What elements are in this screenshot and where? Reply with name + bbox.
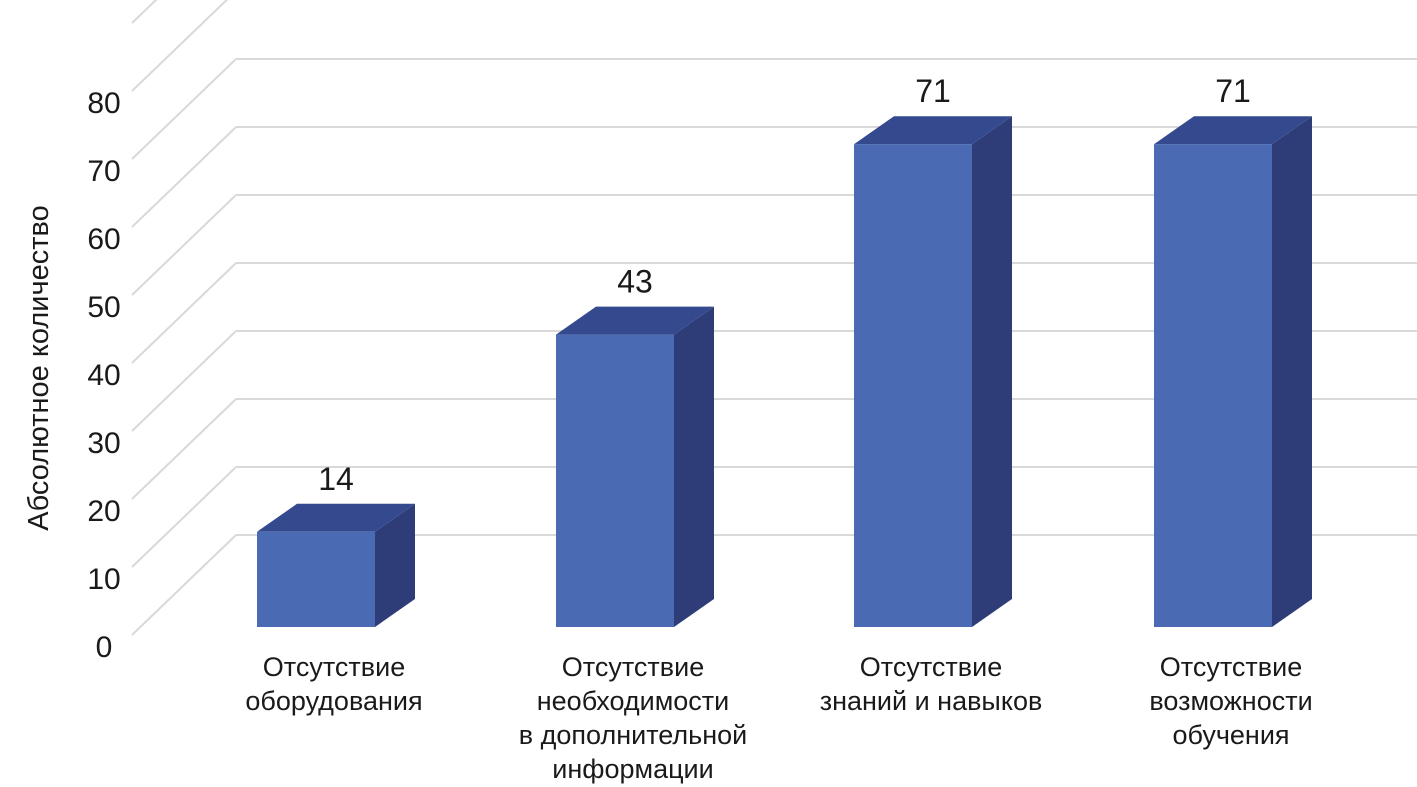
data-label: 71 [915, 73, 951, 109]
gridline-side [131, 0, 158, 24]
category-label: обучения [1172, 720, 1289, 750]
data-label: 71 [1215, 73, 1251, 109]
bar [257, 503, 415, 627]
bar-side [1272, 116, 1312, 627]
y-tick-label: 10 [87, 563, 120, 596]
category-label: Отсутствие [860, 652, 1002, 682]
category-label: в дополнительной [519, 720, 747, 750]
category-label: информации [552, 754, 713, 784]
y-tick-label: 30 [87, 427, 120, 460]
y-tick-label: 20 [87, 495, 120, 528]
bar-side [674, 306, 714, 627]
category-label: Отсутствие [1160, 652, 1302, 682]
y-tick-label: 0 [96, 631, 113, 664]
gridline-side [131, 330, 237, 432]
bar-front [854, 144, 972, 627]
gridline-side [131, 126, 237, 228]
gridline-side [131, 466, 237, 568]
bar-side [972, 116, 1012, 627]
category-label: знаний и навыков [820, 686, 1043, 716]
category-label: необходимости [537, 686, 730, 716]
bar-top [257, 503, 415, 532]
bars [257, 116, 1312, 627]
gridline-side [131, 0, 229, 92]
y-tick-label: 80 [87, 87, 120, 120]
category-label: Отсутствие [263, 652, 405, 682]
bar-top [556, 306, 714, 335]
y-tick-label: 70 [87, 155, 120, 188]
y-tick-label: 40 [87, 359, 120, 392]
gridline-side [131, 534, 237, 636]
data-label: 14 [318, 461, 354, 497]
gridline-side [131, 194, 237, 296]
gridline-side [131, 58, 237, 160]
category-label: возможности [1149, 686, 1312, 716]
gridline-side [131, 262, 237, 364]
y-tick-label: 60 [87, 223, 120, 256]
y-tick-label: 50 [87, 291, 120, 324]
category-label: Отсутствие [562, 652, 704, 682]
bar-side [375, 503, 415, 627]
bar-top [1154, 116, 1312, 145]
bar-front [1154, 144, 1272, 627]
data-label: 43 [617, 264, 653, 300]
bar [556, 306, 714, 627]
bar [1154, 116, 1312, 627]
bar [854, 116, 1012, 627]
y-axis-title: Абсолютное количество [23, 205, 55, 530]
bar-front [556, 334, 674, 627]
data-labels: 14 43 71 71 [318, 73, 1251, 497]
category-labels: Отсутствие оборудования Отсутствие необходи… [245, 652, 1312, 784]
bar-top [854, 116, 1012, 145]
bar-front [257, 531, 375, 627]
y-axis-ticks: 0 10 20 30 40 50 60 70 80 [87, 87, 120, 664]
category-label: оборудования [245, 686, 422, 716]
gridline-side [131, 398, 237, 500]
